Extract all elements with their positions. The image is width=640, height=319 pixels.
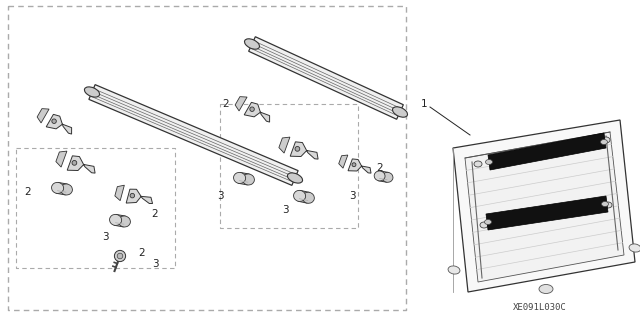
Polygon shape bbox=[56, 151, 67, 167]
Ellipse shape bbox=[72, 160, 77, 165]
Ellipse shape bbox=[118, 216, 131, 227]
Polygon shape bbox=[453, 120, 635, 292]
Polygon shape bbox=[279, 137, 290, 153]
Ellipse shape bbox=[244, 39, 259, 49]
Polygon shape bbox=[89, 85, 298, 185]
Polygon shape bbox=[298, 190, 310, 203]
Polygon shape bbox=[46, 114, 72, 134]
Ellipse shape bbox=[480, 222, 488, 228]
Ellipse shape bbox=[115, 250, 125, 262]
Polygon shape bbox=[378, 171, 388, 182]
Polygon shape bbox=[290, 142, 318, 159]
Text: 3: 3 bbox=[102, 232, 108, 242]
Ellipse shape bbox=[234, 172, 246, 183]
Ellipse shape bbox=[486, 160, 493, 165]
Polygon shape bbox=[114, 214, 125, 227]
Text: 3: 3 bbox=[217, 191, 223, 201]
Ellipse shape bbox=[629, 244, 640, 252]
Ellipse shape bbox=[448, 266, 460, 274]
Ellipse shape bbox=[117, 253, 123, 259]
Polygon shape bbox=[244, 102, 269, 122]
Ellipse shape bbox=[302, 192, 314, 203]
Ellipse shape bbox=[604, 202, 612, 208]
Ellipse shape bbox=[602, 137, 610, 143]
Ellipse shape bbox=[602, 202, 609, 206]
Ellipse shape bbox=[352, 163, 356, 167]
Ellipse shape bbox=[243, 174, 255, 185]
Ellipse shape bbox=[109, 214, 122, 226]
Text: 3: 3 bbox=[282, 205, 288, 215]
Polygon shape bbox=[67, 156, 95, 173]
Polygon shape bbox=[339, 155, 348, 168]
Text: 3: 3 bbox=[349, 191, 355, 201]
Text: 3: 3 bbox=[152, 259, 158, 269]
Polygon shape bbox=[488, 133, 606, 170]
Ellipse shape bbox=[295, 146, 300, 151]
Polygon shape bbox=[115, 185, 124, 201]
Text: 2: 2 bbox=[139, 248, 145, 258]
Text: XE091L030C: XE091L030C bbox=[513, 303, 567, 313]
Ellipse shape bbox=[600, 139, 607, 145]
Text: 2: 2 bbox=[25, 187, 31, 197]
Polygon shape bbox=[37, 109, 49, 123]
Ellipse shape bbox=[374, 171, 385, 181]
Ellipse shape bbox=[539, 285, 553, 293]
Ellipse shape bbox=[474, 161, 482, 167]
Polygon shape bbox=[126, 189, 152, 204]
Ellipse shape bbox=[382, 172, 393, 182]
Polygon shape bbox=[238, 173, 250, 185]
Text: 2: 2 bbox=[223, 99, 229, 109]
Ellipse shape bbox=[84, 87, 100, 97]
Ellipse shape bbox=[287, 173, 303, 183]
Ellipse shape bbox=[484, 219, 492, 225]
Ellipse shape bbox=[392, 107, 408, 117]
Polygon shape bbox=[348, 159, 371, 173]
Text: 2: 2 bbox=[152, 209, 158, 219]
Polygon shape bbox=[486, 196, 608, 230]
Text: 2: 2 bbox=[377, 163, 383, 173]
Ellipse shape bbox=[294, 190, 306, 201]
Ellipse shape bbox=[130, 193, 134, 198]
Polygon shape bbox=[465, 132, 624, 282]
Polygon shape bbox=[235, 97, 247, 111]
Polygon shape bbox=[56, 182, 67, 195]
Ellipse shape bbox=[250, 107, 254, 111]
Ellipse shape bbox=[52, 119, 56, 123]
Ellipse shape bbox=[52, 182, 63, 193]
Text: 1: 1 bbox=[420, 99, 428, 109]
Ellipse shape bbox=[60, 184, 72, 195]
Polygon shape bbox=[249, 37, 403, 119]
